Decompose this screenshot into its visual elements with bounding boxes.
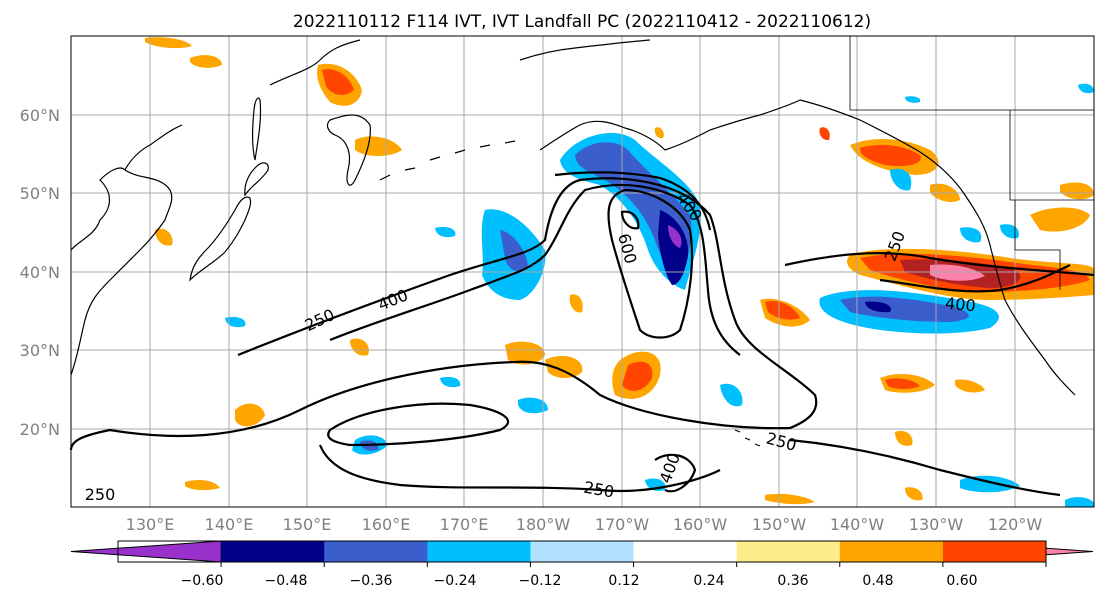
colorbar-segment [324,541,428,562]
colorbar: −0.60 −0.48 −0.36 −0.24 −0.12 0.12 0.24 … [70,540,1094,589]
longitude-labels: 130°E 140°E 150°E 160°E 170°E 180°W 170°… [126,515,1043,534]
lat-label: 30°N [20,341,60,360]
colorbar-segments [70,540,1094,563]
colorbar-tick-label: −0.48 [265,573,308,589]
lon-label: 120°W [988,515,1043,534]
colorbar-segment [221,541,325,562]
colorbar-tick-label: −0.24 [434,573,477,589]
map-panel: 250 400 600 400 250 400 250 400 250 250 [69,35,1095,508]
colorbar-tick-label: 0.24 [693,573,724,589]
lon-label: 140°E [205,515,254,534]
lon-label: 130°W [909,515,964,534]
map-title: 2022110112 F114 IVT, IVT Landfall PC (20… [293,12,871,32]
lon-label: 150°E [283,515,332,534]
colorbar-segment [839,541,944,562]
colorbar-segment [633,541,738,562]
lon-label: 170°W [595,515,650,534]
lon-label: 150°W [752,515,807,534]
lat-label: 40°N [20,263,60,282]
colorbar-tick-labels: −0.60 −0.48 −0.36 −0.24 −0.12 0.12 0.24 … [181,573,978,589]
lat-label: 60°N [20,106,60,125]
contour-label: 400 [944,294,976,316]
colorbar-tick-label: −0.60 [181,573,224,589]
colorbar-tick-label: −0.36 [350,573,393,589]
lon-label: 160°W [673,515,728,534]
lon-label: 170°E [440,515,489,534]
colorbar-tick-label: 0.36 [777,573,808,589]
contour-label: 250 [85,485,116,504]
colorbar-tick-label: 0.60 [946,573,977,589]
lon-label: 140°W [830,515,885,534]
colorbar-tick-label: 0.48 [862,573,893,589]
colorbar-segment [736,541,841,562]
colorbar-extend-low [70,540,222,563]
colorbar-segment [530,541,635,562]
anomaly-shading [145,37,1094,507]
colorbar-tick-label: 0.12 [608,573,639,589]
ivt-contours [69,171,1095,497]
colorbar-ticks [220,562,1047,567]
lon-label: 160°E [362,515,411,534]
colorbar-tick-label: −0.12 [519,573,562,589]
latitude-labels: 60°N 50°N 40°N 30°N 20°N [20,106,60,439]
lat-label: 50°N [20,184,60,203]
lon-label: 130°E [126,515,175,534]
colorbar-segment [942,541,1047,562]
lon-label: 180°W [516,515,571,534]
lat-label: 20°N [20,420,60,439]
colorbar-segment [427,541,531,562]
